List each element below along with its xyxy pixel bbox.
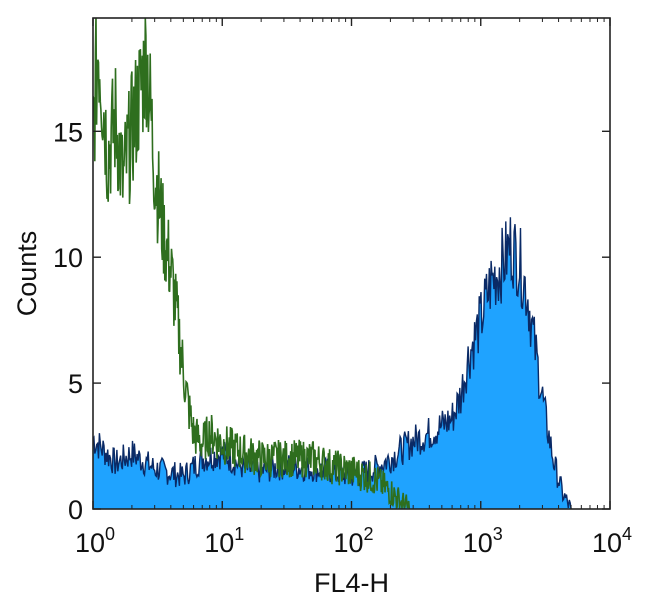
y-tick-label: 15 — [53, 117, 83, 147]
x-tick-label: 104 — [592, 524, 632, 558]
x-axis-label: FL4-H — [314, 568, 389, 598]
y-tick-label: 5 — [68, 369, 83, 399]
x-tick-label: 102 — [333, 524, 373, 558]
series-layer — [93, 18, 572, 509]
x-tick-label: 103 — [463, 524, 503, 558]
y-tick-label: 10 — [53, 243, 83, 273]
series-0-area — [93, 217, 572, 509]
series-1-line — [93, 18, 411, 509]
y-axis-label: Counts — [12, 231, 42, 317]
x-tick-label: 100 — [75, 524, 115, 558]
y-tick-label: 0 — [68, 495, 83, 525]
x-tick-label: 101 — [204, 524, 244, 558]
tick-layer: 100 101 102 103 104 0 5 10 15 — [53, 18, 632, 558]
